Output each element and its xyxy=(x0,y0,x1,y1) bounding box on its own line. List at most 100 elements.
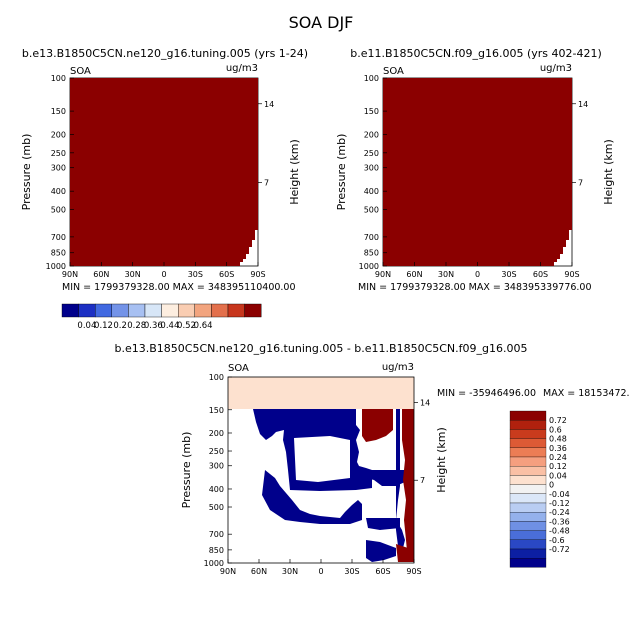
y-tick-label: 500 xyxy=(209,503,224,512)
y-tick-label: 200 xyxy=(364,131,379,140)
colorbar-diff: 0.720.60.480.360.240.120.040-0.04-0.12-0… xyxy=(509,410,570,568)
max-text: MAX = 18153472. xyxy=(543,388,630,399)
y-axis-label: Pressure (mb) xyxy=(335,134,348,211)
y-tick-label: 100 xyxy=(51,74,66,83)
height-tick-label: 7 xyxy=(420,476,425,485)
y-ticks: 100 150 200 250 300 400 500 700 850 1000 xyxy=(46,74,74,271)
x-tick-label: 30S xyxy=(188,270,203,279)
y-tick-label: 300 xyxy=(51,164,66,173)
colorbar-box xyxy=(144,303,162,318)
y-tick-label: 400 xyxy=(209,485,224,494)
colorbar-box xyxy=(244,303,262,318)
x-tick-label: 60N xyxy=(406,270,422,279)
y-tick-label: 150 xyxy=(209,406,224,415)
y-tick-label: 150 xyxy=(51,107,66,116)
y-tick-label: 850 xyxy=(364,249,379,258)
x-tick-label: 30S xyxy=(344,567,359,576)
y-tick-label: 200 xyxy=(209,429,224,438)
height-tick-label: 7 xyxy=(578,178,583,187)
panel-model-2: b.e11.B1850C5CN.f09_g16.005 (yrs 402-421… xyxy=(335,47,615,293)
panel-units: ug/m3 xyxy=(382,362,414,373)
colorbar-box xyxy=(509,502,547,513)
panel-title: b.e11.B1850C5CN.f09_g16.005 (yrs 402-421… xyxy=(350,47,602,60)
panel-title: b.e13.B1850C5CN.ne120_g16.tuning.005 (yr… xyxy=(22,47,308,60)
height-ticks: 14 7 xyxy=(414,398,430,485)
x-tick-label: 90N xyxy=(220,567,236,576)
x-tick-label: 60S xyxy=(219,270,234,279)
x-tick-label: 60N xyxy=(93,270,109,279)
panel-model-1: b.e13.B1850C5CN.ne120_g16.tuning.005 (yr… xyxy=(20,47,308,293)
colorbar-labels: 0.720.60.480.360.240.120.040-0.04-0.12-0… xyxy=(549,416,570,554)
colorbar-box xyxy=(61,303,79,318)
y-tick-label: 700 xyxy=(364,233,379,242)
colorbar-box xyxy=(194,303,212,318)
colorbar-label: 0.2 xyxy=(113,321,127,331)
colorbar-box xyxy=(509,548,547,559)
y-tick-label: 700 xyxy=(209,530,224,539)
y-tick-label: 1000 xyxy=(359,262,379,271)
colorbar-label: 0.64 xyxy=(194,321,213,331)
colorbar-box xyxy=(177,303,195,318)
y-tick-label: 250 xyxy=(209,447,224,456)
height-ticks: 14 7 xyxy=(572,100,588,187)
figure-title: SOA DJF xyxy=(289,13,354,32)
colorbar-box xyxy=(509,438,547,448)
colorbar-boxes xyxy=(61,303,262,318)
colorbar-label: 0.44 xyxy=(160,321,179,331)
y-tick-label: 500 xyxy=(364,205,379,214)
colorbar-label: -0.12 xyxy=(549,499,570,508)
x-tick-label: 90N xyxy=(62,270,78,279)
x-tick-label: 0 xyxy=(475,270,480,279)
panel-units: ug/m3 xyxy=(226,63,258,74)
colorbar-label: -0.04 xyxy=(549,490,570,499)
colorbar-box xyxy=(509,447,547,458)
x-tick-label: 60S xyxy=(533,270,548,279)
positive-region-2 xyxy=(402,409,414,562)
colorbar-box xyxy=(509,493,547,504)
colorbar-label: -0.48 xyxy=(549,527,570,536)
y-tick-label: 100 xyxy=(364,74,379,83)
colorbar-labels: 0.040.12 0.2 0.280.360.440.520.64 xyxy=(77,321,212,331)
height-tick-label: 14 xyxy=(578,100,588,109)
x-tick-label: 30N xyxy=(438,270,454,279)
upper-band xyxy=(228,377,414,409)
y-tick-label: 100 xyxy=(209,373,224,382)
colorbar-box xyxy=(509,420,547,430)
y-tick-label: 1000 xyxy=(204,559,224,568)
min-max-text: MIN = 1799379328.00 MAX = 348395339776.0… xyxy=(358,282,592,293)
colorbar-box xyxy=(509,410,547,421)
y-tick-label: 700 xyxy=(51,233,66,242)
x-tick-label: 30N xyxy=(282,567,298,576)
neutral-region xyxy=(294,436,392,542)
colorbar-box xyxy=(509,539,547,550)
negative-region-lower xyxy=(262,470,362,524)
colorbar-box xyxy=(509,475,547,485)
colorbar-label: 0.36 xyxy=(549,444,567,453)
colorbar-label: 0.72 xyxy=(549,416,567,425)
y-axis-label: Pressure (mb) xyxy=(180,432,193,509)
panel-left-label: SOA xyxy=(228,363,249,374)
y-tick-label: 400 xyxy=(364,187,379,196)
colorbar-label: 0.52 xyxy=(177,321,196,331)
x-tick-label: 0 xyxy=(161,270,166,279)
colorbar-box xyxy=(509,558,547,568)
colorbar-box xyxy=(509,530,547,540)
y-tick-label: 250 xyxy=(364,149,379,158)
x-ticks: 90N 60N 30N 0 30S 60S 90S xyxy=(62,262,266,279)
y-tick-label: 850 xyxy=(209,546,224,555)
colorbar-box xyxy=(509,466,547,476)
y-tick-label: 250 xyxy=(51,149,66,158)
colorbar-box xyxy=(94,303,112,318)
colorbar-label: 0.6 xyxy=(549,425,562,434)
height-tick-label: 14 xyxy=(420,398,430,407)
y-ticks: 100 150 200 250 300 400 500 700 850 1000 xyxy=(359,74,387,271)
colorbar-box xyxy=(161,303,179,318)
x-tick-label: 90N xyxy=(375,270,391,279)
y-tick-label: 200 xyxy=(51,131,66,140)
height-tick-label: 7 xyxy=(264,178,269,187)
colorbar-label: 0.04 xyxy=(77,321,96,331)
colorbar-box xyxy=(78,303,96,318)
x-tick-label: 30S xyxy=(501,270,516,279)
diff-field xyxy=(228,377,414,562)
